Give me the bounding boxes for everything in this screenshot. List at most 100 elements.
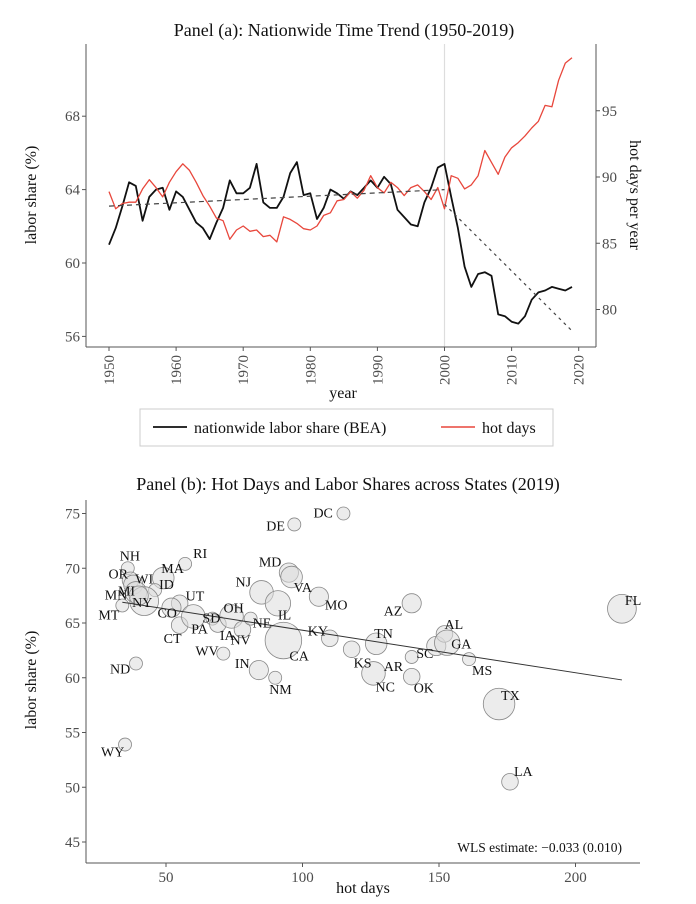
panel-a-ytick-label: 64 [65, 183, 81, 199]
panel-a-ylabel: labor share (%) [23, 146, 40, 245]
state-point-mo [308, 586, 329, 607]
state-point-nd [129, 656, 143, 671]
panel-b-ytick-label: 45 [65, 835, 80, 851]
state-label-mo: MO [325, 599, 348, 614]
state-label-ma: MA [161, 562, 184, 577]
panel-a-xtick-label: 1970 [236, 355, 252, 385]
panel-b-ytick-label: 50 [65, 780, 80, 796]
legend-label-hot-days: hot days [482, 420, 536, 437]
state-label-ky: KY [308, 624, 328, 639]
state-point-ca [264, 621, 303, 660]
panel-b-ytick-label: 75 [65, 507, 80, 523]
panel-a-xtick-label: 1980 [303, 355, 319, 385]
state-label-ne: NE [253, 617, 272, 632]
panel-b-xtick-label: 150 [428, 870, 451, 886]
panel-a-trend-1950-2000-line [108, 189, 445, 207]
state-label-ri: RI [193, 547, 207, 562]
state-label-in: IN [235, 657, 250, 672]
panel-a-legend-box [139, 408, 554, 447]
panel-a-xtick-label: 1950 [102, 355, 118, 385]
state-point-fl [607, 593, 637, 624]
panel-a-ytick-right-label: 85 [602, 236, 617, 252]
panel-a-ytick-right-label: 80 [602, 303, 617, 319]
state-label-mi: MI [118, 584, 135, 599]
state-label-tn: TN [374, 627, 393, 642]
panel-b-xtick-label: 100 [291, 870, 314, 886]
panel-a-trend-2000-2019-line [444, 203, 573, 332]
state-label-de: DE [266, 519, 285, 534]
state-point-nm [268, 670, 283, 685]
state-label-mt: MT [98, 608, 119, 623]
state-point-ok [403, 667, 421, 686]
state-label-fl: FL [625, 594, 641, 609]
state-label-ct: CT [164, 632, 182, 647]
state-point-in [248, 660, 269, 681]
state-label-nc: NC [375, 680, 394, 695]
state-point-nc [361, 661, 386, 686]
state-label-wv: WV [195, 645, 218, 660]
state-label-va: VA [294, 581, 313, 596]
state-label-mn: MN [105, 589, 128, 604]
panel-a-labor-share-line [108, 161, 573, 325]
state-label-co: CO [157, 607, 176, 622]
state-label-or: OR [109, 567, 129, 582]
state-label-il: IL [278, 608, 291, 623]
state-point-pa [181, 604, 206, 629]
panel-a-xlabel: year [329, 385, 357, 402]
panel-a-title: Panel (a): Nationwide Time Trend (1950-2… [174, 20, 514, 41]
panel-a-ytick-label: 68 [65, 109, 80, 125]
state-label-wi: WI [135, 573, 153, 588]
state-point-ga [434, 629, 461, 656]
panel-b-ytick-label: 70 [65, 561, 80, 577]
state-label-id: ID [159, 578, 174, 593]
panel-b-fit-line [122, 601, 622, 681]
state-label-ar: AR [384, 660, 404, 675]
panel-a-hot-days-line [108, 57, 573, 243]
state-point-ri [178, 556, 193, 571]
panel-a-ytick-label: 60 [65, 256, 80, 272]
panel-a-ytick-right-label: 90 [602, 170, 617, 186]
panel-b-ytick-label: 60 [65, 671, 80, 687]
state-label-ia: IA [220, 629, 236, 644]
state-point-az [401, 593, 422, 614]
state-label-ny: NY [132, 596, 152, 611]
panel-a-xtick-label: 2020 [572, 355, 588, 385]
panel-b-xlabel: hot days [336, 880, 390, 897]
state-point-wv [216, 646, 231, 661]
state-label-al: AL [444, 618, 463, 633]
state-label-ut: UT [186, 589, 205, 604]
state-point-ks [342, 640, 361, 658]
panel-a-ytick-right-label: 95 [602, 104, 617, 120]
panel-a-xtick-label: 2000 [438, 355, 454, 385]
state-label-ga: GA [451, 638, 472, 653]
state-label-az: AZ [384, 604, 403, 619]
state-label-sd: SD [202, 612, 220, 627]
state-label-nd: ND [110, 663, 130, 678]
panel-a-xtick-label: 1990 [370, 355, 386, 385]
panel-b-ytick-label: 65 [65, 616, 80, 632]
panel-b-xtick-label: 200 [564, 870, 587, 886]
state-label-nj: NJ [236, 575, 252, 590]
state-point-de [287, 517, 302, 532]
state-label-nh: NH [120, 549, 140, 564]
state-point-ma [152, 566, 175, 590]
legend-label-labor-share: nationwide labor share (BEA) [194, 420, 386, 437]
panel-b-ytick-label: 55 [65, 726, 80, 742]
panel-b-xtick-label: 50 [159, 870, 174, 886]
state-label-sc: SC [416, 647, 433, 662]
state-label-la: LA [514, 765, 534, 780]
state-point-il [264, 590, 292, 617]
state-point-va [280, 565, 303, 589]
state-label-nv: NV [230, 634, 250, 649]
state-point-la [501, 773, 519, 791]
state-label-ok: OK [414, 682, 434, 697]
state-label-ms: MS [472, 664, 492, 679]
state-label-tx: TX [501, 689, 520, 704]
state-label-ca: CA [289, 650, 309, 665]
state-point-tx [482, 687, 516, 721]
panel-a-xtick-label: 2010 [505, 355, 521, 385]
state-point-ar [404, 650, 419, 664]
state-label-wy: WY [101, 746, 124, 761]
panel-a-ytick-label: 56 [65, 329, 81, 345]
